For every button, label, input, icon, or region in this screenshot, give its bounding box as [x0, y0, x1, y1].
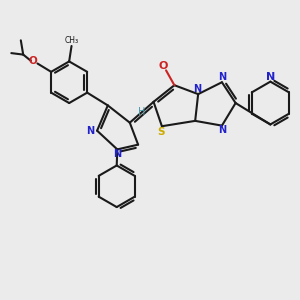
Text: H: H [138, 107, 146, 117]
Text: O: O [28, 56, 37, 66]
Text: N: N [86, 126, 94, 136]
Text: N: N [218, 125, 226, 135]
Text: O: O [158, 61, 168, 71]
Text: N: N [218, 73, 226, 82]
Text: CH₃: CH₃ [64, 35, 79, 44]
Text: N: N [194, 84, 202, 94]
Text: N: N [113, 149, 122, 160]
Text: S: S [157, 127, 164, 136]
Text: N: N [266, 72, 275, 82]
